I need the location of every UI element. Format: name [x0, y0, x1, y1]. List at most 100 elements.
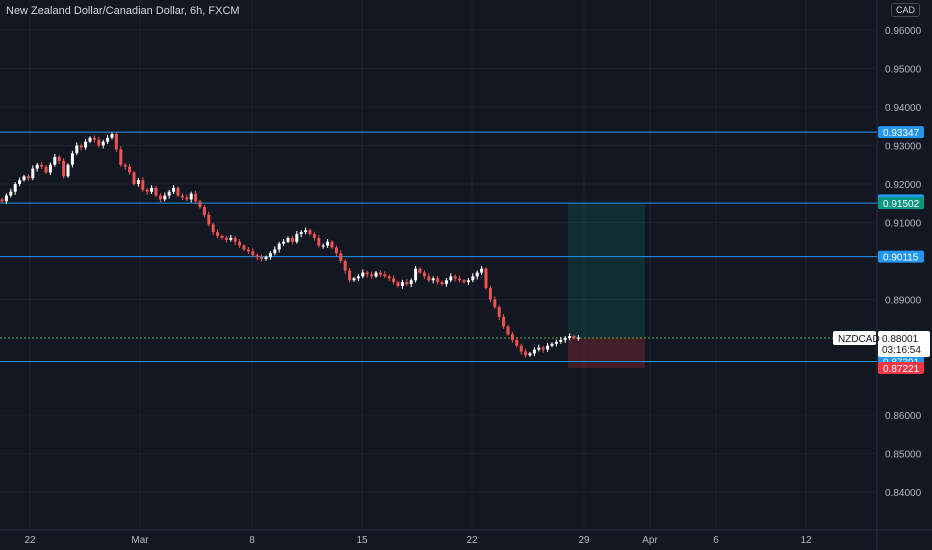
time-tick-label: Apr: [642, 535, 658, 546]
line-price-label-bg: [878, 126, 924, 139]
candle-body: [334, 247, 338, 254]
price-axis-background[interactable]: [877, 0, 932, 550]
candle-body: [431, 278, 435, 281]
candle-body: [251, 251, 255, 256]
candle-body: [330, 241, 334, 248]
candle-body: [44, 166, 48, 173]
time-tick-label: 22: [24, 535, 36, 546]
time-tick-label: 15: [356, 535, 368, 546]
candle-body: [370, 274, 374, 277]
candle-body: [53, 157, 57, 165]
candle-body: [238, 241, 242, 246]
candle-body: [550, 343, 554, 346]
time-axis-labels: 22 Mar 8 15 22 29 Apr 6 12: [24, 535, 812, 546]
position-price-label: 0.87221: [883, 364, 920, 375]
candle-body: [396, 282, 400, 287]
candle-body: [216, 232, 220, 236]
candle-body: [409, 280, 413, 285]
candle-body: [414, 268, 418, 281]
time-tick-label: 8: [249, 535, 255, 546]
price-tick-label: 0.92000: [885, 180, 922, 191]
candle-body: [462, 280, 466, 283]
candle-body: [444, 280, 448, 285]
price-axis-ticks: 0.96000 0.95000 0.94000 0.93000 0.92000 0.910…: [885, 26, 922, 499]
position-price-label: 0.91502: [883, 199, 920, 210]
candle-body: [88, 137, 92, 142]
candle-body: [123, 164, 127, 167]
candle-body: [277, 243, 281, 250]
time-tick-label: 12: [800, 535, 812, 546]
candle-body: [172, 187, 176, 192]
candle-body: [392, 278, 396, 283]
candle-body: [515, 339, 519, 346]
candle-body: [207, 214, 211, 225]
candle-body: [145, 189, 149, 192]
price-tick-label: 0.89000: [885, 296, 922, 307]
plot-background: [0, 0, 877, 530]
candle-body: [119, 149, 123, 165]
candle-body: [317, 237, 321, 246]
candle-body: [22, 176, 26, 181]
price-tick-label: 0.85000: [885, 450, 922, 461]
candle-body: [150, 187, 154, 192]
candle-body: [295, 234, 299, 242]
candle-body: [273, 249, 277, 254]
candle-body: [493, 299, 497, 308]
candle-body: [128, 166, 132, 173]
candle-body: [194, 193, 198, 202]
candle-body: [189, 193, 193, 200]
candle-body: [356, 276, 360, 279]
candle-body: [233, 237, 237, 242]
candle-body: [537, 347, 541, 350]
candle-body: [282, 241, 286, 244]
time-tick-label: 29: [578, 535, 590, 546]
position-price-label-bg: [878, 361, 924, 374]
candle-body: [141, 180, 145, 190]
candle-body: [62, 160, 66, 177]
grid: [0, 0, 877, 530]
candle-body: [79, 145, 83, 148]
currency-button[interactable]: CAD: [890, 3, 920, 17]
candle-body: [84, 141, 88, 148]
line-price-label: 0.90115: [883, 253, 919, 264]
position-loss-zone: [568, 337, 645, 368]
candle-body: [453, 276, 457, 279]
candle-body: [255, 255, 259, 258]
candle-body: [106, 137, 110, 142]
countdown-timer: 03:16:54: [882, 345, 921, 356]
candle-body: [400, 282, 404, 287]
candle-body: [114, 133, 118, 150]
candle-body: [458, 278, 462, 281]
candle-body: [475, 272, 479, 277]
candle-body: [26, 176, 30, 179]
candle-body: [264, 257, 268, 260]
long-position-tool[interactable]: [568, 203, 645, 368]
last-price-box: [878, 330, 930, 357]
candle-body: [75, 145, 79, 154]
candle-body: [176, 187, 180, 196]
candle-body: [541, 347, 545, 350]
candle-body: [532, 349, 536, 354]
candle-body: [312, 234, 316, 238]
candle-body: [136, 180, 140, 184]
candle-body: [132, 172, 136, 184]
candle-body: [57, 157, 61, 161]
time-tick-label: Mar: [131, 535, 149, 546]
candle-body: [321, 245, 325, 247]
candle-body: [158, 195, 162, 200]
candle-body: [343, 261, 347, 271]
candle-body: [378, 272, 382, 275]
candle-body: [568, 336, 572, 338]
price-tick-label: 0.91000: [885, 219, 922, 230]
candle-body: [554, 341, 558, 344]
candle-body: [246, 249, 250, 252]
candle-body: [326, 241, 330, 246]
candle-body: [290, 237, 294, 242]
candle-body: [576, 337, 580, 339]
horizontal-lines[interactable]: [0, 131, 877, 362]
candle-body: [92, 137, 96, 140]
candle-body: [198, 201, 202, 208]
candle-body: [519, 345, 523, 352]
